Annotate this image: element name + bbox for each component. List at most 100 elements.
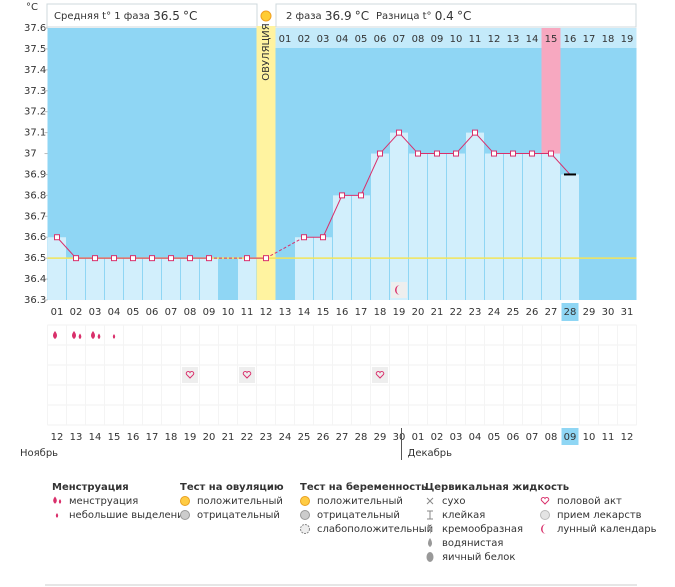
phase2-box — [275, 3, 637, 28]
temperature-point — [396, 129, 402, 136]
temperature-point — [377, 150, 383, 157]
today-date-box — [561, 428, 579, 445]
y-tick-label: 36.7 — [24, 211, 46, 222]
temperature-bar — [105, 258, 123, 300]
phase2-day: 01 — [279, 34, 292, 45]
date: 19 — [184, 432, 197, 443]
legend-icon — [426, 497, 434, 505]
phase2-day: 10 — [450, 34, 463, 45]
cycle-day: 04 — [108, 307, 121, 318]
date: 25 — [298, 432, 311, 443]
phase2-day: 16 — [564, 34, 577, 45]
legend-item: небольшие выделения — [69, 510, 190, 521]
phase2-day: 06 — [374, 34, 387, 45]
date: 13 — [70, 432, 83, 443]
legend-item: клейкая — [442, 510, 485, 521]
symbol-cell — [239, 367, 255, 383]
y-tick-label: 37 — [24, 149, 37, 160]
temperature-bar — [48, 237, 66, 300]
y-tick-label: 37.2 — [24, 107, 46, 118]
unit: °C — [183, 9, 197, 23]
date: 24 — [279, 432, 292, 443]
date: 16 — [127, 432, 140, 443]
date: 21 — [222, 432, 235, 443]
y-tick-label: 36.9 — [24, 169, 46, 180]
symbol-cell — [391, 282, 407, 298]
phase2-day: 13 — [507, 34, 520, 45]
y-tick-label: 37.1 — [24, 128, 46, 139]
legend-item: кремообразная — [442, 524, 523, 535]
temperature-point — [73, 255, 79, 262]
cycle-day: 02 — [70, 307, 83, 318]
sun-icon — [260, 10, 272, 22]
ovulation-column — [256, 26, 276, 300]
legend-item: половой акт — [557, 496, 622, 507]
date: 02 — [431, 432, 444, 443]
legend-item: положительный — [317, 496, 403, 507]
date: 17 — [146, 432, 159, 443]
legend-item: яичный белок — [442, 552, 515, 563]
date: 20 — [203, 432, 216, 443]
date: 06 — [507, 432, 520, 443]
cycle-day: 12 — [260, 307, 273, 318]
y-tick-label: 36.4 — [24, 274, 46, 285]
y-tick-label: 37.6 — [24, 23, 46, 34]
temperature-point — [491, 150, 497, 157]
legend-title: Менструация — [52, 482, 129, 493]
legend-icon — [300, 510, 310, 520]
y-tick-label: 36.8 — [24, 190, 46, 201]
y-tick-label: 37.3 — [24, 86, 46, 97]
temperature-bar — [371, 153, 389, 300]
diff: Разница t° 0.4 °C — [376, 9, 471, 23]
phase2-day: 03 — [317, 34, 330, 45]
today-box — [561, 303, 579, 321]
legend-item: водянистая — [442, 538, 503, 549]
cycle-day: 24 — [488, 307, 501, 318]
temperature-point — [510, 150, 516, 157]
temperature-bar — [238, 258, 256, 300]
phase2-day: 07 — [393, 34, 406, 45]
temperature-bar — [542, 153, 560, 300]
temperature-point — [130, 255, 136, 262]
phase2-avg: 2 фаза 36.9 °C — [286, 9, 369, 23]
date: 12 — [621, 432, 634, 443]
temperature-point — [301, 234, 307, 241]
temperature-point — [92, 255, 98, 262]
cycle-day: 20 — [412, 307, 425, 318]
menstruation-icon — [97, 333, 101, 340]
temperature-bar — [390, 132, 408, 300]
cycle-day: 26 — [526, 307, 539, 318]
cycle-day: 25 — [507, 307, 520, 318]
legend-icon — [428, 538, 432, 547]
menstruation-icon — [72, 331, 76, 339]
month-label: Декабрь — [408, 448, 453, 459]
legend-icon — [541, 524, 546, 534]
date: 23 — [260, 432, 273, 443]
cycle-day: 14 — [298, 307, 311, 318]
date: 05 — [488, 432, 501, 443]
y-tick-label: 36.3 — [24, 295, 46, 306]
date: 04 — [469, 432, 482, 443]
unit: °C — [355, 9, 369, 23]
legend-item: слабоположительный — [317, 524, 433, 535]
cycle-day: 10 — [222, 307, 235, 318]
cycle-day: 18 — [374, 307, 387, 318]
diff-value: 0.4 — [435, 9, 454, 23]
cycle-day: 28 — [564, 307, 577, 318]
phase1-value: 36.5 — [153, 9, 180, 23]
phase2-day: 18 — [602, 34, 615, 45]
month-label: Ноябрь — [20, 448, 58, 459]
date: 27 — [336, 432, 349, 443]
cycle-day: 23 — [469, 307, 482, 318]
legend-icon — [426, 552, 434, 562]
phase2-day: 15 — [545, 34, 558, 45]
legend-icon — [58, 499, 62, 504]
temperature-point — [358, 192, 364, 199]
date: 08 — [545, 432, 558, 443]
temperature-bar — [485, 153, 503, 300]
legend-item: лунный календарь — [557, 524, 657, 535]
phase2-day: 11 — [469, 34, 482, 45]
temperature-bar — [162, 258, 180, 300]
ovulation-label: ОВУЛЯЦИЯ — [261, 23, 272, 81]
intercourse-icon — [185, 371, 195, 379]
